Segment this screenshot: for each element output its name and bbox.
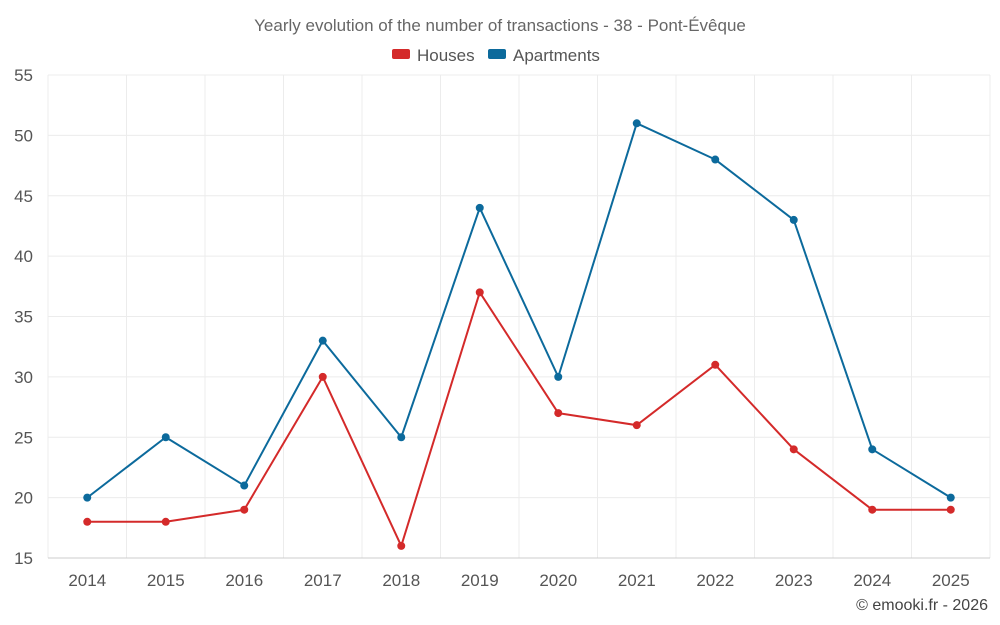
y-tick-label: 15 xyxy=(14,549,33,568)
data-point-houses[interactable] xyxy=(868,505,877,514)
y-tick-label: 40 xyxy=(14,247,33,266)
data-point-apartments[interactable] xyxy=(161,433,170,442)
x-gridlines xyxy=(47,75,991,558)
y-axis-ticks: 15 20 25 30 35 40 45 50 55 xyxy=(14,66,33,568)
credit-text: © emooki.fr - 2026 xyxy=(856,597,988,614)
legend: Houses Apartments xyxy=(392,46,600,65)
data-point-houses[interactable] xyxy=(161,517,170,526)
data-point-houses[interactable] xyxy=(83,517,92,526)
x-tick-label: 2023 xyxy=(775,571,813,590)
data-point-apartments[interactable] xyxy=(868,445,877,454)
data-point-apartments[interactable] xyxy=(475,203,484,212)
x-tick-label: 2014 xyxy=(68,571,106,590)
data-point-apartments[interactable] xyxy=(632,119,641,128)
y-tick-label: 50 xyxy=(14,126,33,145)
x-tick-label: 2020 xyxy=(539,571,577,590)
data-point-houses[interactable] xyxy=(946,505,955,514)
legend-label-apartments[interactable]: Apartments xyxy=(513,46,600,65)
data-point-apartments[interactable] xyxy=(397,433,406,442)
x-tick-label: 2022 xyxy=(696,571,734,590)
x-tick-label: 2017 xyxy=(304,571,342,590)
data-point-houses[interactable] xyxy=(789,445,798,454)
series-line-apartments[interactable] xyxy=(86,122,952,499)
legend-label-houses[interactable]: Houses xyxy=(417,46,475,65)
y-tick-label: 35 xyxy=(14,308,33,327)
data-point-houses[interactable] xyxy=(711,360,720,369)
data-point-houses[interactable] xyxy=(240,505,249,514)
x-tick-label: 2019 xyxy=(461,571,499,590)
x-tick-label: 2018 xyxy=(382,571,420,590)
x-tick-label: 2024 xyxy=(853,571,891,590)
x-tick-label: 2015 xyxy=(147,571,185,590)
series-line-houses[interactable] xyxy=(87,291,951,547)
data-point-houses[interactable] xyxy=(397,541,406,550)
y-tick-label: 45 xyxy=(14,187,33,206)
data-point-apartments[interactable] xyxy=(240,481,249,490)
legend-swatch-apartments xyxy=(488,49,506,59)
data-point-houses[interactable] xyxy=(554,409,563,418)
x-tick-label: 2025 xyxy=(932,571,970,590)
data-point-apartments[interactable] xyxy=(318,336,327,345)
data-point-houses[interactable] xyxy=(475,288,484,297)
legend-swatch-houses xyxy=(392,49,410,59)
chart-title: Yearly evolution of the number of transa… xyxy=(254,16,746,35)
series-group xyxy=(83,119,955,550)
y-tick-label: 25 xyxy=(14,428,33,447)
data-point-apartments[interactable] xyxy=(789,215,798,224)
data-point-apartments[interactable] xyxy=(946,493,955,502)
data-point-apartments[interactable] xyxy=(554,372,563,381)
x-axis-ticks: 2014 2015 2016 2017 2018 2019 2020 2021 2022 2023… xyxy=(68,571,969,590)
y-tick-label: 55 xyxy=(14,66,33,85)
data-point-houses[interactable] xyxy=(632,421,641,430)
data-point-apartments[interactable] xyxy=(711,155,720,164)
data-point-houses[interactable] xyxy=(318,372,327,381)
x-tick-label: 2021 xyxy=(618,571,656,590)
data-point-apartments[interactable] xyxy=(83,493,92,502)
y-tick-label: 20 xyxy=(14,489,33,508)
y-tick-label: 30 xyxy=(14,368,33,387)
x-tick-label: 2016 xyxy=(225,571,263,590)
